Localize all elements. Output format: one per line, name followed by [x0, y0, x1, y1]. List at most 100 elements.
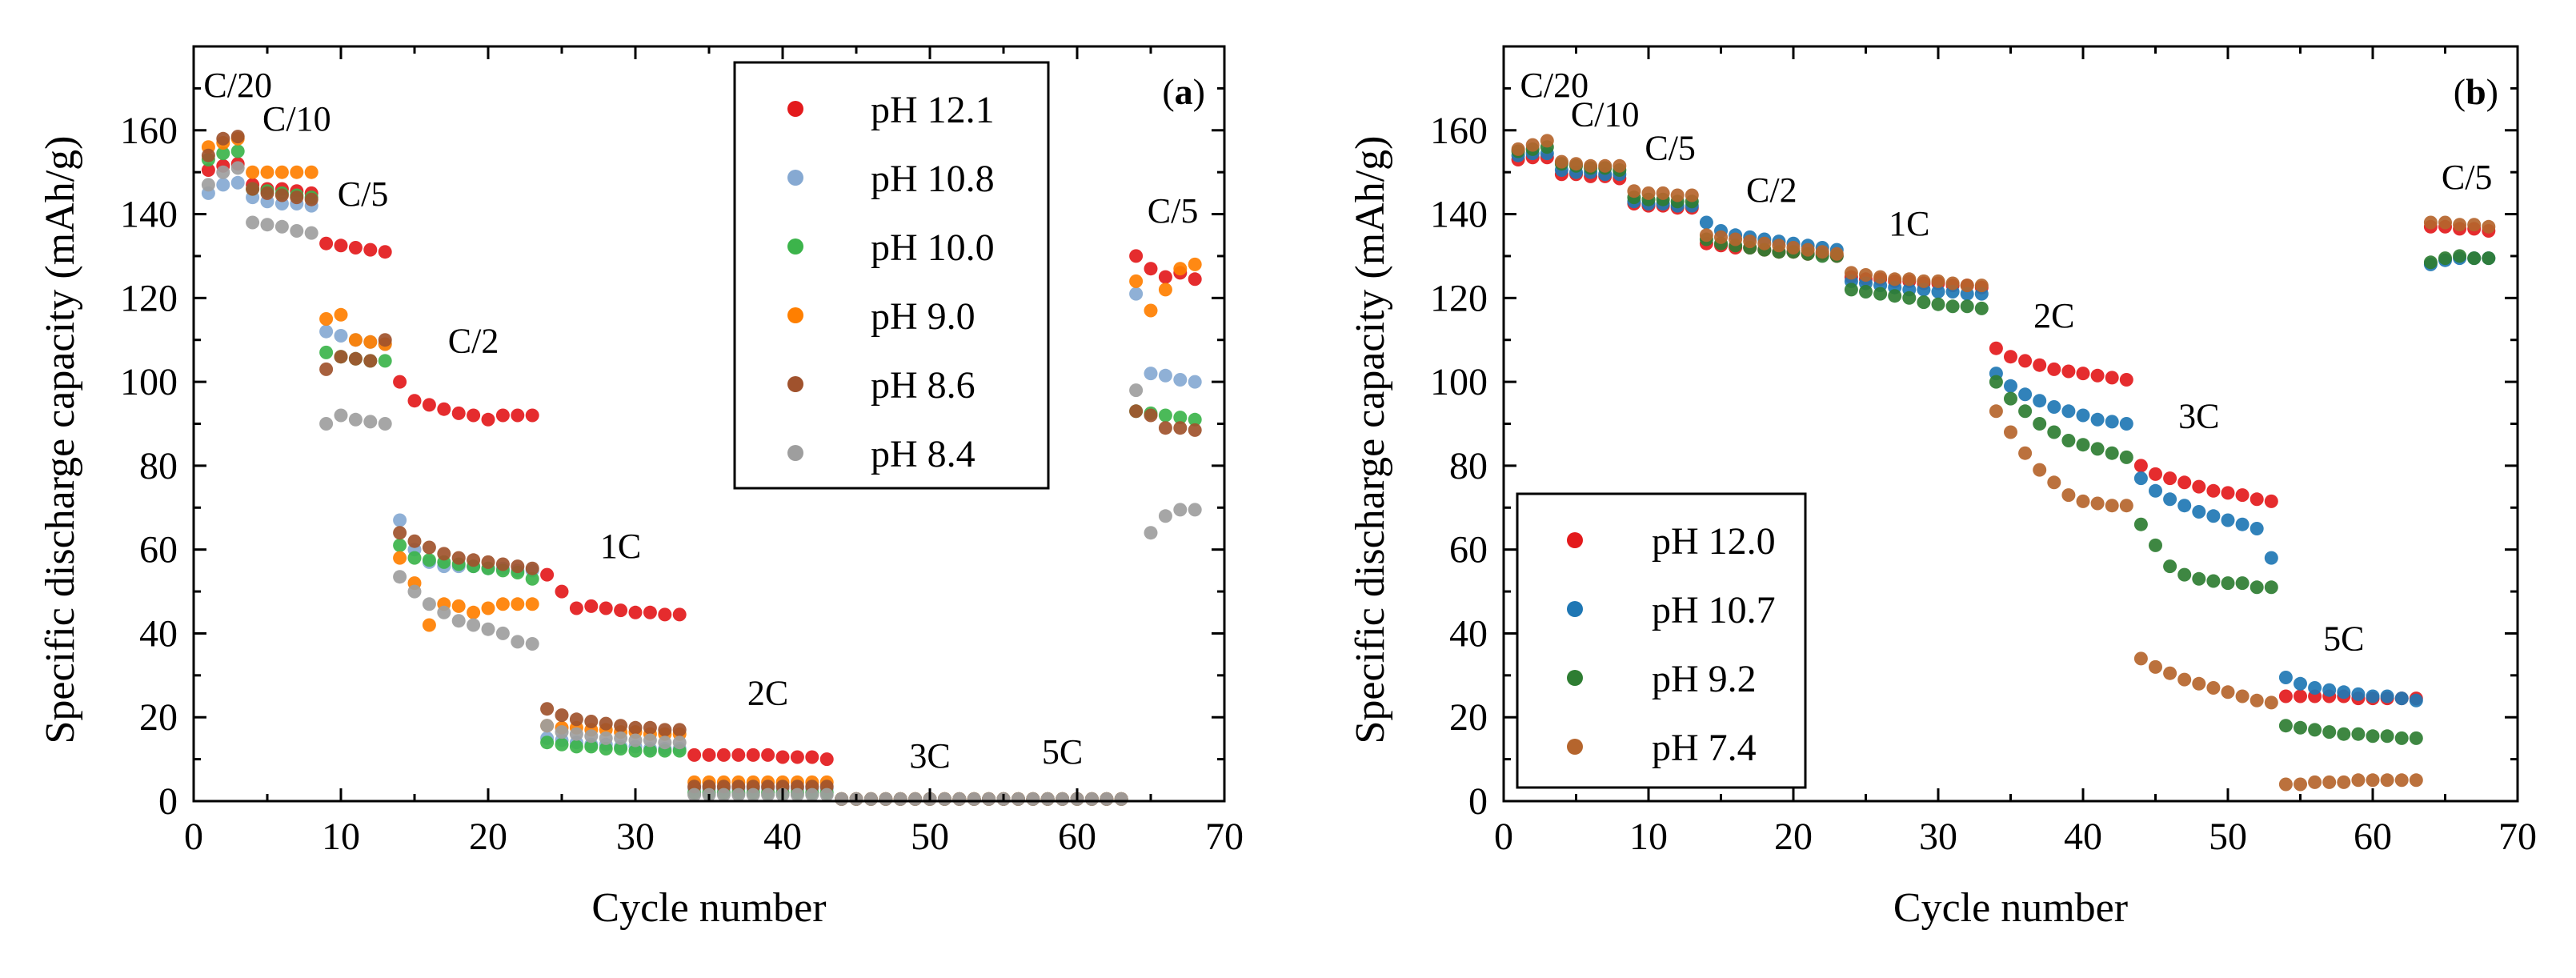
data-point-s3 [1656, 186, 1670, 200]
legend-entry: pH 12.1 [871, 89, 995, 131]
y-tick-label: 60 [139, 529, 178, 571]
panel-a-axes-frame [192, 45, 1226, 803]
data-point-s5 [687, 788, 702, 802]
data-point-s4 [481, 555, 495, 569]
data-point-s0 [2192, 479, 2206, 494]
data-point-s5 [422, 597, 436, 611]
y-tick-label: 60 [1449, 529, 1488, 571]
data-point-s2 [1873, 287, 1888, 301]
data-point-s3 [1801, 242, 1815, 257]
data-point-s1 [2351, 687, 2366, 701]
data-point-s2 [1888, 289, 1902, 303]
data-point-s5 [304, 226, 318, 240]
data-point-s1 [2394, 691, 2409, 706]
data-point-s3 [1729, 232, 1743, 247]
data-point-s5 [879, 792, 893, 806]
data-point-s0 [2061, 364, 2076, 379]
legend-entry: pH 9.2 [1652, 658, 1757, 700]
data-point-s1 [2366, 689, 2380, 703]
panel-b-x-axis-title: Cycle number [1893, 885, 2128, 931]
panel-a-points [201, 130, 1202, 806]
data-point-s0 [687, 748, 702, 762]
data-point-s0 [407, 394, 422, 408]
data-point-s5 [584, 729, 599, 744]
rate-label: 3C [2178, 397, 2219, 436]
data-point-s5 [230, 161, 245, 175]
data-point-s3 [334, 307, 348, 322]
rate-label: C/2 [448, 321, 499, 360]
data-point-s5 [1100, 792, 1114, 806]
x-tick-label: 70 [1205, 816, 1244, 858]
data-point-s3 [2351, 773, 2366, 788]
data-point-s1 [2192, 505, 2206, 519]
data-point-s5 [511, 635, 525, 649]
data-point-s0 [819, 752, 834, 767]
data-point-s0 [2206, 483, 2221, 498]
data-point-s3 [1743, 234, 1757, 249]
rate-label: 5C [1042, 732, 1083, 772]
data-point-s1 [2177, 499, 2192, 513]
data-point-s3 [2004, 425, 2017, 439]
data-point-s4 [672, 723, 687, 737]
data-point-s5 [805, 788, 819, 802]
data-point-s2 [2351, 727, 2366, 741]
data-point-s0 [731, 748, 746, 762]
y-tick-label: 140 [120, 194, 178, 236]
data-point-s5 [378, 417, 392, 431]
data-point-s2 [2076, 438, 2090, 452]
data-point-s3 [1540, 134, 1554, 148]
legend-marker [1567, 670, 1583, 686]
data-point-s4 [1173, 421, 1188, 435]
data-point-s3 [2163, 666, 2177, 680]
data-point-s0 [2133, 459, 2148, 473]
data-point-s2 [2221, 576, 2235, 591]
data-point-s0 [378, 245, 392, 259]
data-point-s5 [274, 219, 289, 234]
data-point-s4 [230, 130, 245, 144]
data-point-s3 [1525, 138, 1540, 152]
data-point-s0 [1158, 270, 1172, 284]
rate-label: C/2 [1746, 170, 1797, 210]
data-point-s3 [1144, 303, 1158, 318]
data-point-s1 [2090, 412, 2105, 427]
data-point-s1 [2133, 471, 2148, 486]
data-point-s2 [2004, 391, 2017, 406]
y-tick-label: 160 [120, 110, 178, 152]
data-point-s2 [540, 736, 555, 750]
data-point-s3 [246, 165, 260, 179]
data-point-s3 [1158, 283, 1172, 297]
data-point-s3 [2322, 775, 2337, 789]
data-point-s3 [2033, 463, 2047, 477]
data-point-s3 [2438, 215, 2452, 230]
data-point-s4 [216, 131, 230, 146]
data-point-s2 [378, 354, 392, 368]
panel-a-x-axis-title: Cycle number [591, 885, 826, 931]
data-point-s2 [2394, 731, 2409, 745]
data-point-s3 [1173, 262, 1188, 276]
data-point-s1 [2206, 509, 2221, 523]
data-point-s3 [2409, 773, 2423, 788]
y-tick-label: 0 [1468, 780, 1488, 823]
data-point-s2 [2206, 574, 2221, 588]
panel-a: 0 10 20 30 40 50 60 70 0 20 40 60 80 100 120 140 160 C/2… [38, 45, 1244, 931]
data-point-s4 [290, 190, 304, 205]
data-point-s5 [290, 224, 304, 238]
x-tick-label: 50 [911, 816, 949, 858]
data-point-s1 [2105, 415, 2119, 429]
data-point-s3 [1888, 272, 1902, 287]
data-point-s3 [1714, 230, 1728, 244]
data-point-s2 [230, 144, 245, 158]
data-point-s0 [643, 605, 657, 619]
data-point-s5 [1144, 526, 1158, 540]
legend-entry: pH 10.0 [871, 226, 995, 269]
data-point-s5 [1056, 792, 1070, 806]
data-point-s2 [422, 553, 436, 567]
data-point-s0 [2004, 350, 2017, 364]
data-point-s4 [599, 716, 613, 731]
rate-label: C/20 [203, 66, 272, 105]
data-point-s3 [2192, 676, 2206, 691]
y-tick-label: 80 [1449, 445, 1488, 487]
data-point-s3 [1598, 158, 1613, 173]
data-point-s5 [363, 415, 378, 429]
